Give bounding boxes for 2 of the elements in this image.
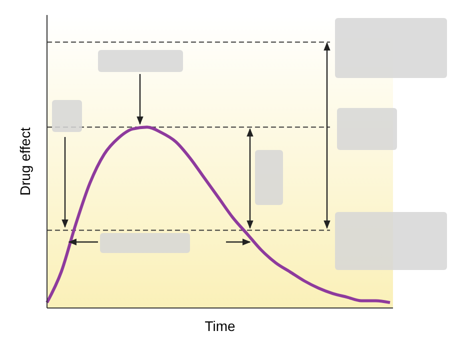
x-axis-title: Time: [204, 318, 236, 334]
y-axis-title: Drug effect: [17, 127, 33, 196]
